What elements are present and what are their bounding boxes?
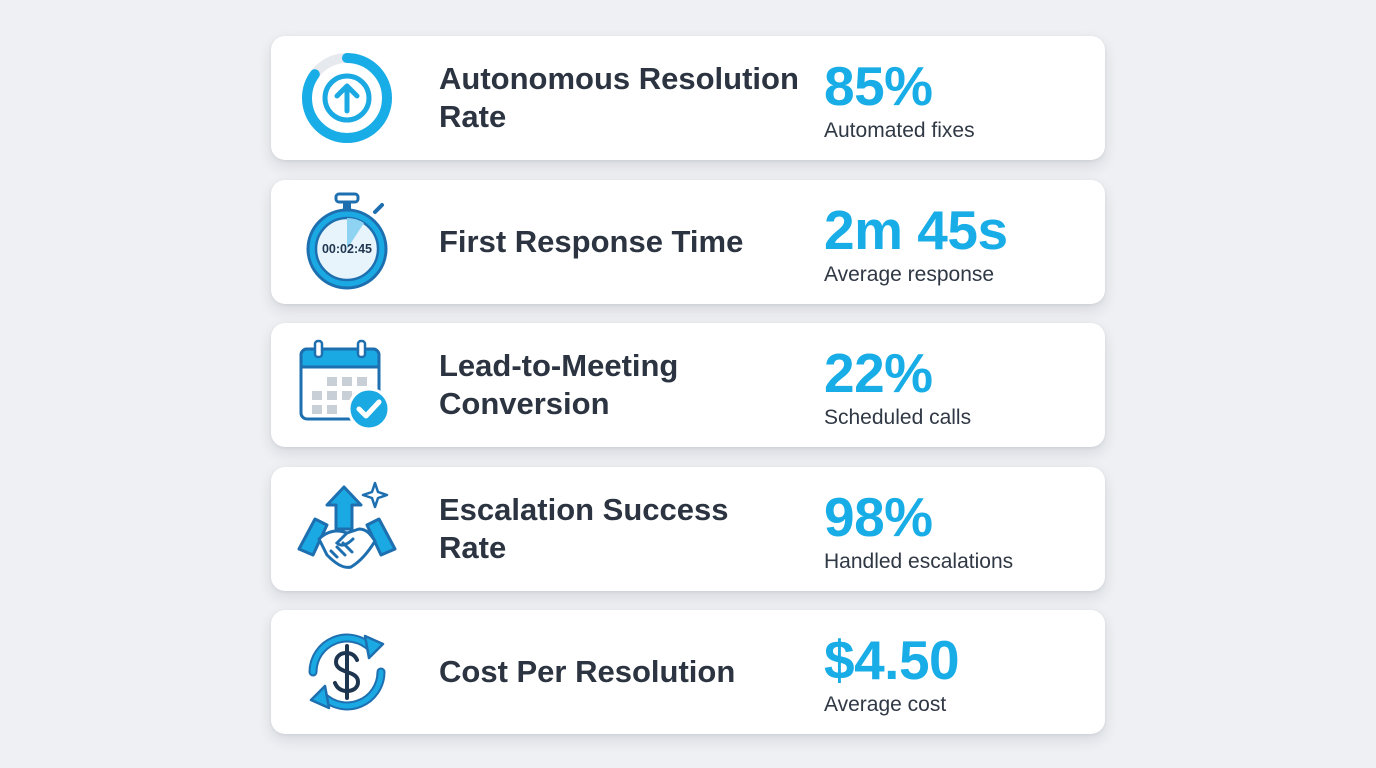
- metric-label: Cost Per Resolution: [439, 654, 736, 689]
- metric-value: 85%: [824, 55, 933, 117]
- metric-caption: Handled escalations: [824, 549, 1014, 573]
- metric-label: Autonomous Resolution Rate: [439, 61, 799, 134]
- metric-caption: Automated fixes: [824, 119, 975, 142]
- metric-card-autonomous-resolution: Autonomous Resolution Rate 85% Automated…: [271, 36, 1105, 160]
- metric-block: 2m 45s Average response: [824, 200, 1008, 288]
- metrics-list: Autonomous Resolution Rate 85% Automated…: [271, 36, 1105, 754]
- metric-caption: Average cost: [824, 693, 947, 716]
- metric-card-escalation-success: Escalation Success Rate 98% Handled esca…: [271, 466, 1105, 591]
- metric-label: Lead-to-Meeting Conversion: [439, 348, 679, 421]
- metric-block: $4.50 Average cost: [824, 629, 960, 718]
- metric-block: 85% Automated fixes: [824, 56, 975, 144]
- metric-value: 22%: [824, 342, 933, 404]
- metric-card-first-response-time: 00:02:45 First Response Time 2m 45s Aver…: [271, 179, 1105, 304]
- stopwatch-icon: 00:02:45: [297, 192, 397, 292]
- metric-value: 98%: [824, 485, 933, 548]
- metric-label: Escalation Success Rate: [439, 491, 729, 565]
- calendar-check-icon: [297, 335, 397, 435]
- metric-label: First Response Time: [439, 223, 744, 259]
- metric-block: 98% Handled escalations: [824, 487, 1013, 575]
- metric-block: 22% Scheduled calls: [824, 343, 971, 431]
- dollar-cycle-icon: [297, 622, 397, 722]
- metric-card-cost-per-resolution: Cost Per Resolution $4.50 Average cost: [271, 610, 1105, 734]
- metric-caption: Average response: [824, 262, 995, 286]
- handshake-arrow-icon: [297, 479, 397, 579]
- metric-card-lead-to-meeting: Lead-to-Meeting Conversion 22% Scheduled…: [271, 323, 1105, 447]
- metric-value: 2m 45s: [824, 198, 1008, 261]
- metric-caption: Scheduled calls: [824, 406, 972, 429]
- circular-progress-arrow-icon: [297, 48, 397, 148]
- stopwatch-readout: 00:02:45: [322, 242, 372, 256]
- metric-value: $4.50: [824, 629, 960, 691]
